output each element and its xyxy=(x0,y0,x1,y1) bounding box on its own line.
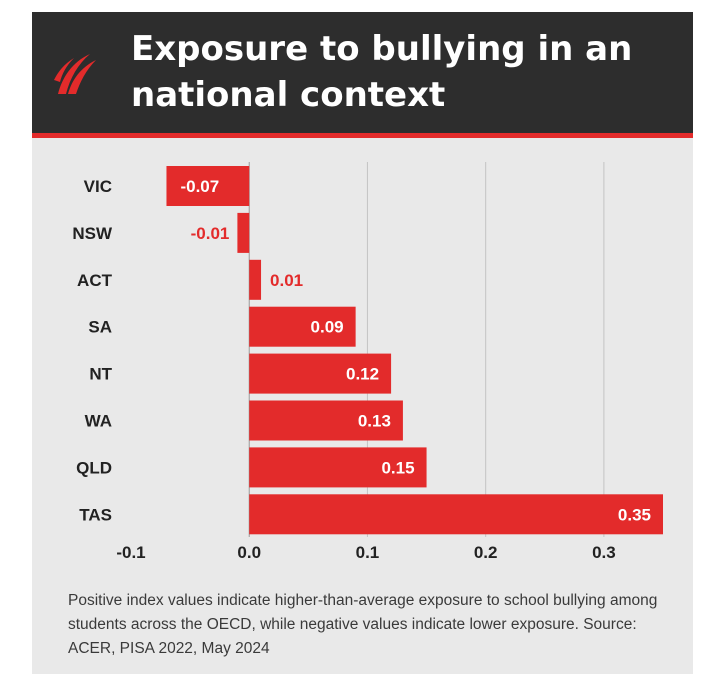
data-label: 0.35 xyxy=(618,505,651,524)
footnote: Positive index values indicate higher-th… xyxy=(68,592,658,657)
x-tick-label: 0.3 xyxy=(592,543,616,562)
y-category-label: TAS xyxy=(79,505,112,524)
data-label: 0.09 xyxy=(311,318,344,337)
header-bar: Exposure to bullying in an national cont… xyxy=(32,12,693,133)
y-category-label: NSW xyxy=(72,224,113,243)
data-label: 0.01 xyxy=(270,271,303,290)
chart-card: Exposure to bullying in an national cont… xyxy=(32,12,693,674)
y-category-label: VIC xyxy=(84,177,112,196)
y-category-label: ACT xyxy=(77,271,113,290)
data-label: 0.12 xyxy=(346,365,379,384)
title-line-1: Exposure to bullying in an xyxy=(131,29,633,69)
bar xyxy=(249,306,356,347)
data-label: -0.01 xyxy=(191,224,230,243)
bar xyxy=(166,166,250,206)
bar xyxy=(249,447,427,488)
data-label: -0.07 xyxy=(180,177,219,196)
bar-chart: -0.1 0.0 0.1 0.2 0.3 VIC -0.07 NSW -0.01 ACT 0.01 S… xyxy=(72,162,663,562)
bar xyxy=(249,353,392,394)
title-line-2: national context xyxy=(131,75,446,115)
data-label: 0.13 xyxy=(358,412,391,431)
x-tick-label: -0.1 xyxy=(116,543,145,562)
y-category-label: SA xyxy=(88,318,112,337)
x-tick-label: 0.1 xyxy=(356,543,380,562)
bar xyxy=(249,400,403,441)
bar xyxy=(249,259,262,300)
chart-title: Exposure to bullying in an national cont… xyxy=(131,26,681,118)
y-category-label: QLD xyxy=(76,458,112,477)
sbs-logo-icon xyxy=(54,54,96,94)
y-category-label: NT xyxy=(89,365,112,384)
header-accent-stripe xyxy=(32,133,693,138)
y-category-label: WA xyxy=(85,412,112,431)
bar xyxy=(237,212,250,253)
x-tick-label: 0.2 xyxy=(474,543,498,562)
x-tick-label: 0.0 xyxy=(237,543,261,562)
bar xyxy=(249,494,663,535)
data-label: 0.15 xyxy=(381,458,414,477)
